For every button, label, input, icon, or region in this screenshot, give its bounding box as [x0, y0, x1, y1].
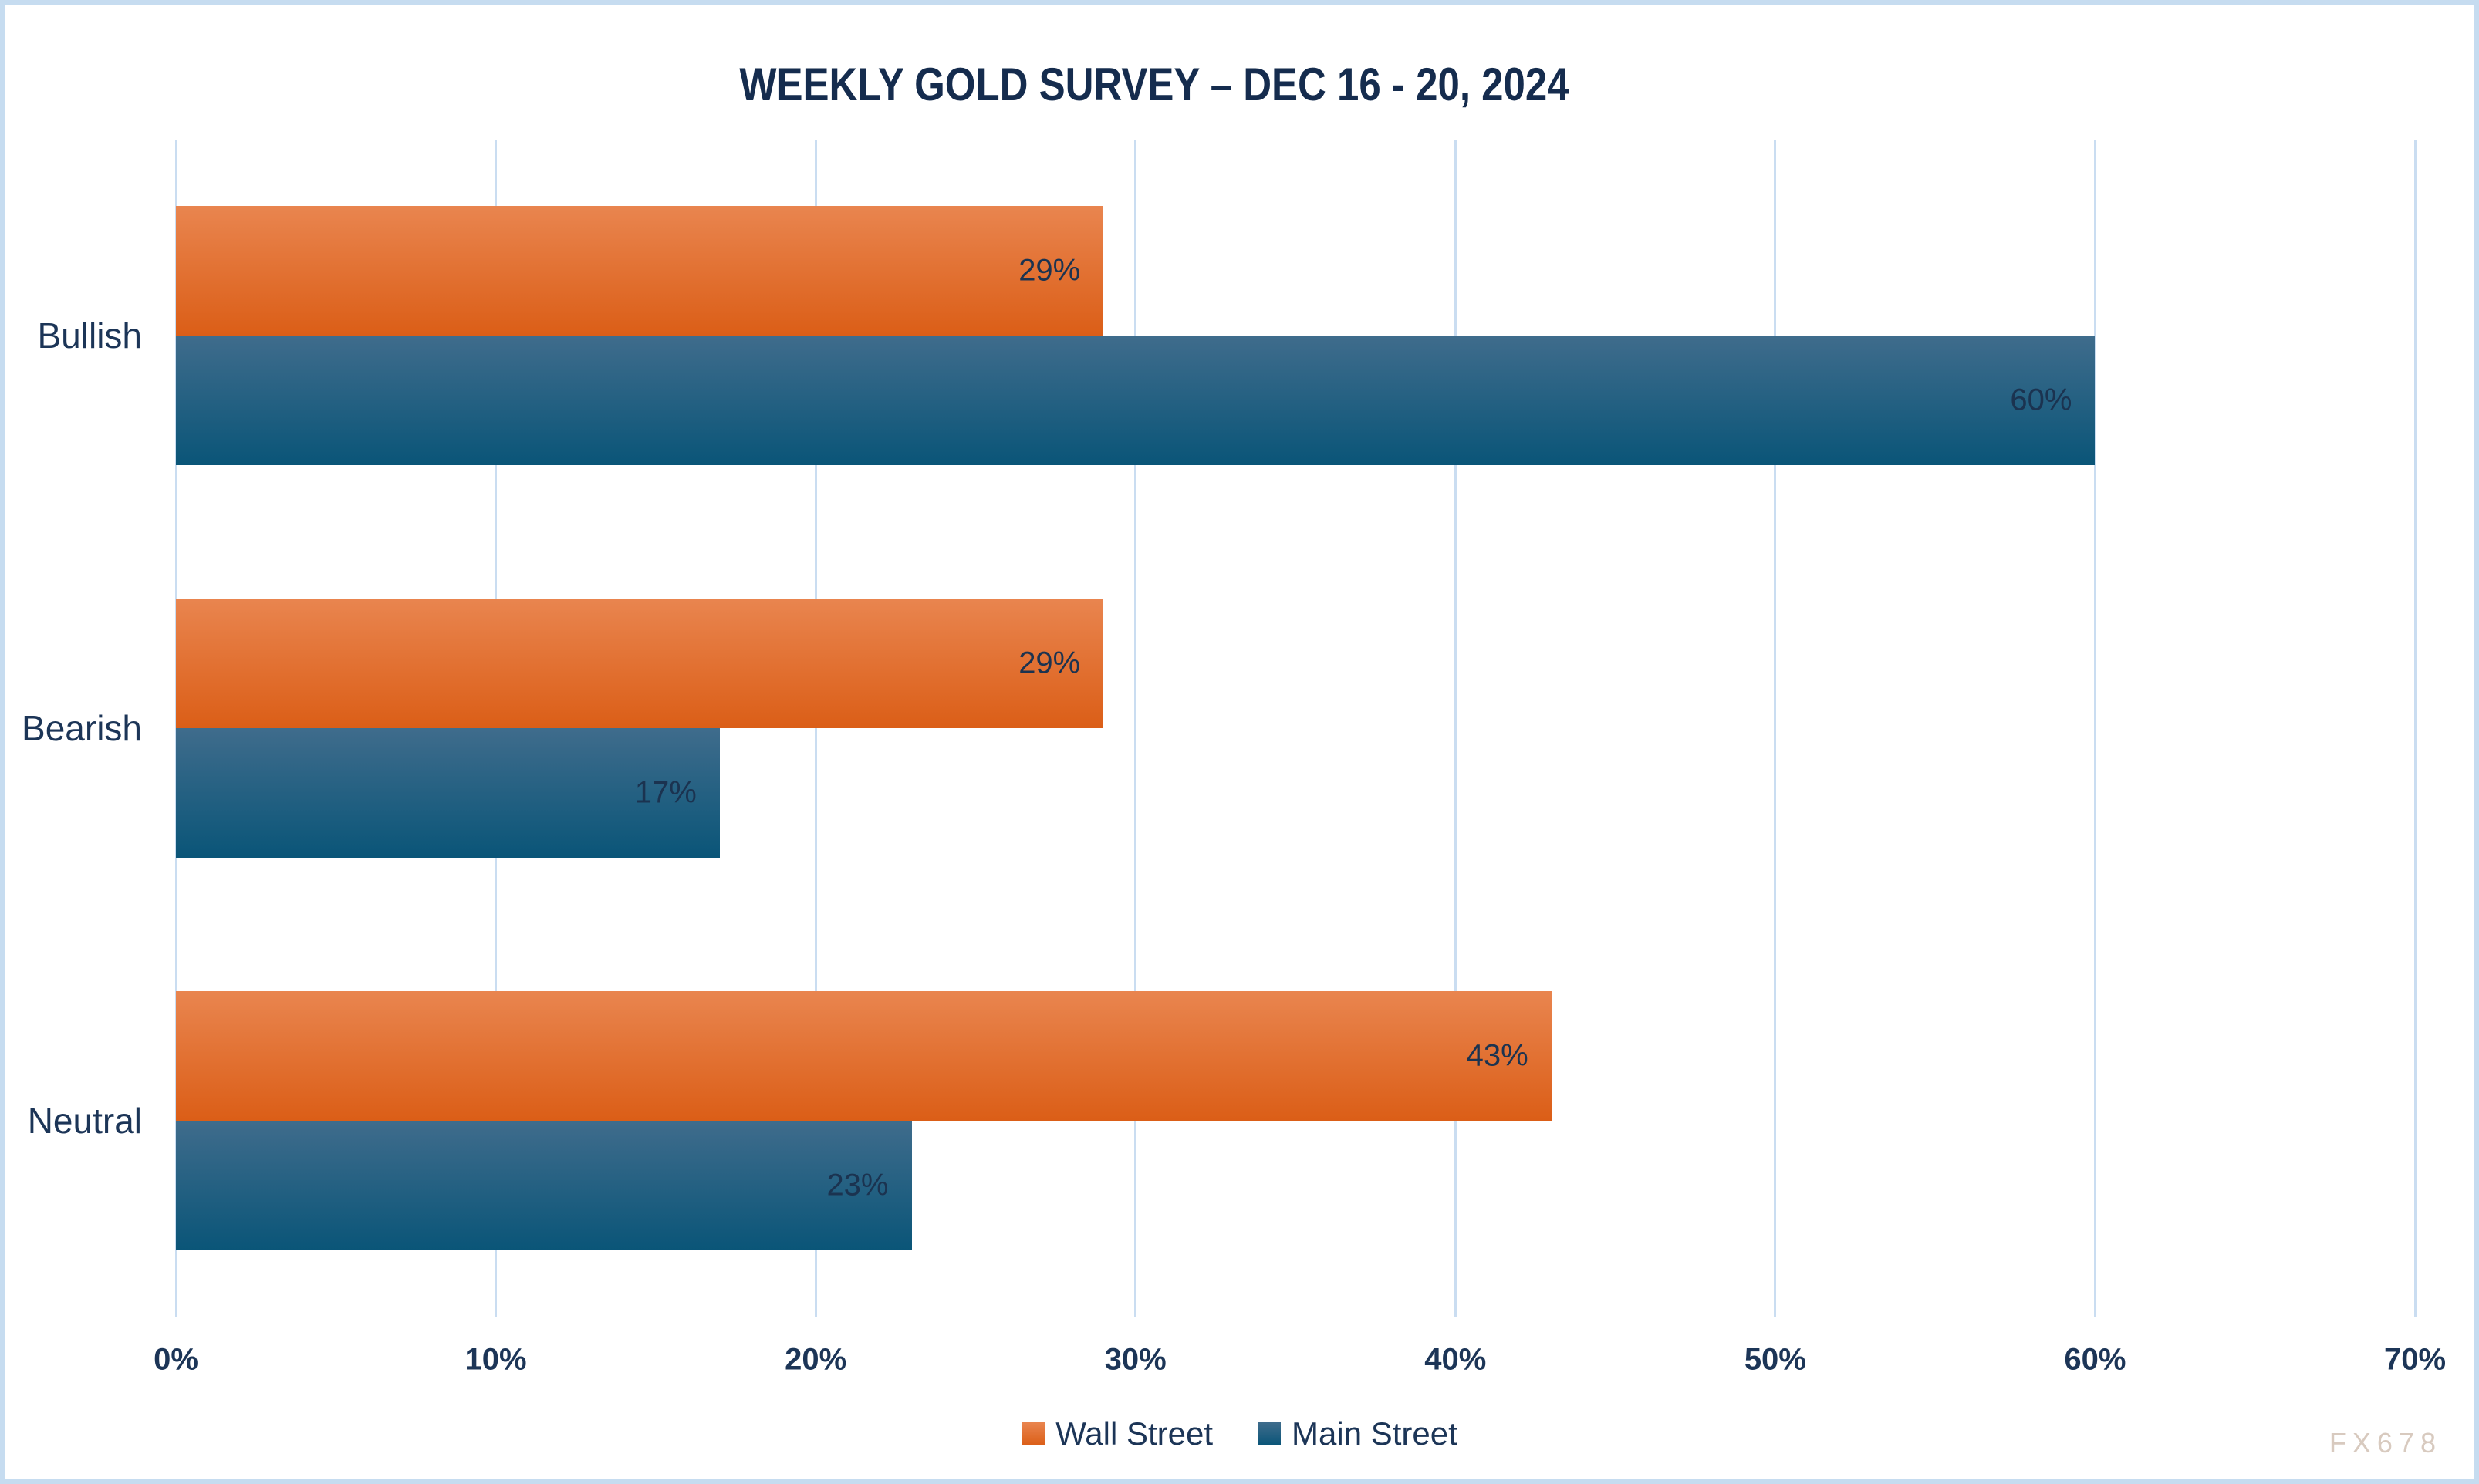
data-label: 29%: [1018, 253, 1081, 288]
chart-title: WEEKLY GOLD SURVEY – DEC 16 - 20, 2024: [739, 59, 1569, 110]
category-row-bullish: Bullish 29% 60%: [37, 140, 2415, 532]
x-axis-tick-label: 10%: [464, 1342, 527, 1377]
legend-item-wall-street: Wall Street: [1022, 1415, 1213, 1452]
plot-area: 0% 10% 20% 30% 40% 50% 60% 70% Bullish 29% 60% Bear…: [22, 140, 2446, 1377]
bar-wall-street-neutral: 43%: [176, 991, 1552, 1121]
category-label: Bullish: [37, 315, 142, 356]
legend: Wall Street Main Street: [5, 1410, 2474, 1458]
x-axis-tick-label: 30%: [1104, 1342, 1167, 1377]
gridline: [814, 140, 817, 1317]
data-label: 60%: [2010, 383, 2072, 417]
data-label: 43%: [1466, 1038, 1528, 1073]
x-axis-tick-label: 50%: [1744, 1342, 1806, 1377]
legend-swatch: [1258, 1422, 1282, 1445]
gridline: [1134, 140, 1137, 1317]
x-axis-tick-label: 60%: [2064, 1342, 2126, 1377]
category-row-bearish: Bearish 29% 17%: [22, 532, 2415, 925]
data-label: 23%: [826, 1168, 889, 1202]
bar-main-street-neutral: 23%: [176, 1121, 912, 1250]
x-axis-tick-label: 20%: [785, 1342, 847, 1377]
watermark: FX678: [2329, 1427, 2442, 1459]
legend-label: Main Street: [1292, 1415, 1457, 1452]
gridline: [2413, 140, 2417, 1317]
category-row-neutral: Neutral 43% 23%: [28, 925, 2415, 1317]
bar-main-street-bearish: 17%: [176, 728, 720, 858]
legend-swatch: [1022, 1422, 1045, 1445]
legend-label: Wall Street: [1055, 1415, 1214, 1452]
x-axis-tick-label: 0%: [154, 1342, 198, 1377]
bar-main-street-bullish: 60%: [176, 336, 2096, 465]
gridline: [1454, 140, 1457, 1317]
category-label: Neutral: [27, 1101, 142, 1141]
data-label: 17%: [634, 775, 697, 810]
x-axis-tick-label: 40%: [1424, 1342, 1487, 1377]
legend-item-main-street: Main Street: [1258, 1415, 1457, 1452]
gridline: [1774, 140, 1777, 1317]
bar-wall-street-bearish: 29%: [176, 599, 1104, 728]
bar-wall-street-bullish: 29%: [176, 206, 1104, 336]
gridline: [2093, 140, 2096, 1317]
x-axis-tick-label: 70%: [2383, 1342, 2447, 1377]
category-label: Bearish: [22, 708, 142, 748]
data-label: 29%: [1018, 646, 1081, 680]
